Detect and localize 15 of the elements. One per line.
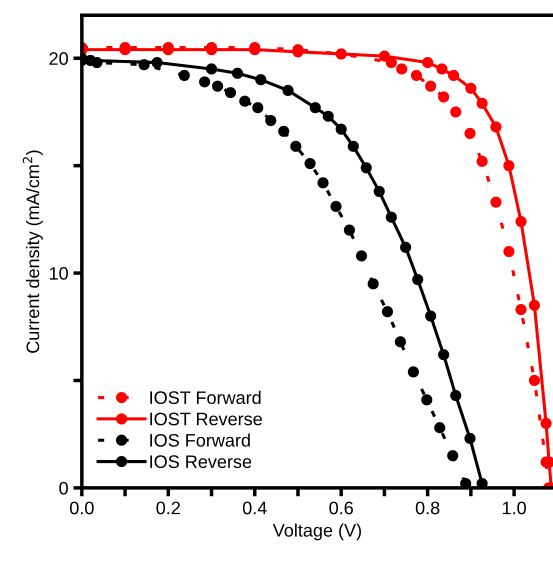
y-tick-label: 0 [59, 482, 68, 495]
y-axis-title: Current density (mA/cm$^{2}$) [22, 150, 43, 353]
x-tick-label: 0.4 [242, 502, 267, 514]
legend-label: IOS Forward [150, 433, 250, 447]
x-tick-label: 0.6 [329, 502, 353, 514]
legend-label: IOST Forward [150, 390, 261, 404]
x-tick-label: 1.0 [502, 502, 526, 514]
y-tick-label: 10 [50, 267, 68, 280]
x-tick-label: 0.8 [416, 502, 440, 514]
x-tick-label: 0.2 [156, 502, 180, 514]
legend-label: IOS Reverse [150, 455, 252, 468]
x-axis-title: Voltage (V) [272, 523, 361, 540]
y-tick-label: 20 [49, 52, 68, 65]
x-tick-label: 0.0 [70, 502, 94, 514]
legend-label: IOST Reverse [150, 412, 262, 426]
